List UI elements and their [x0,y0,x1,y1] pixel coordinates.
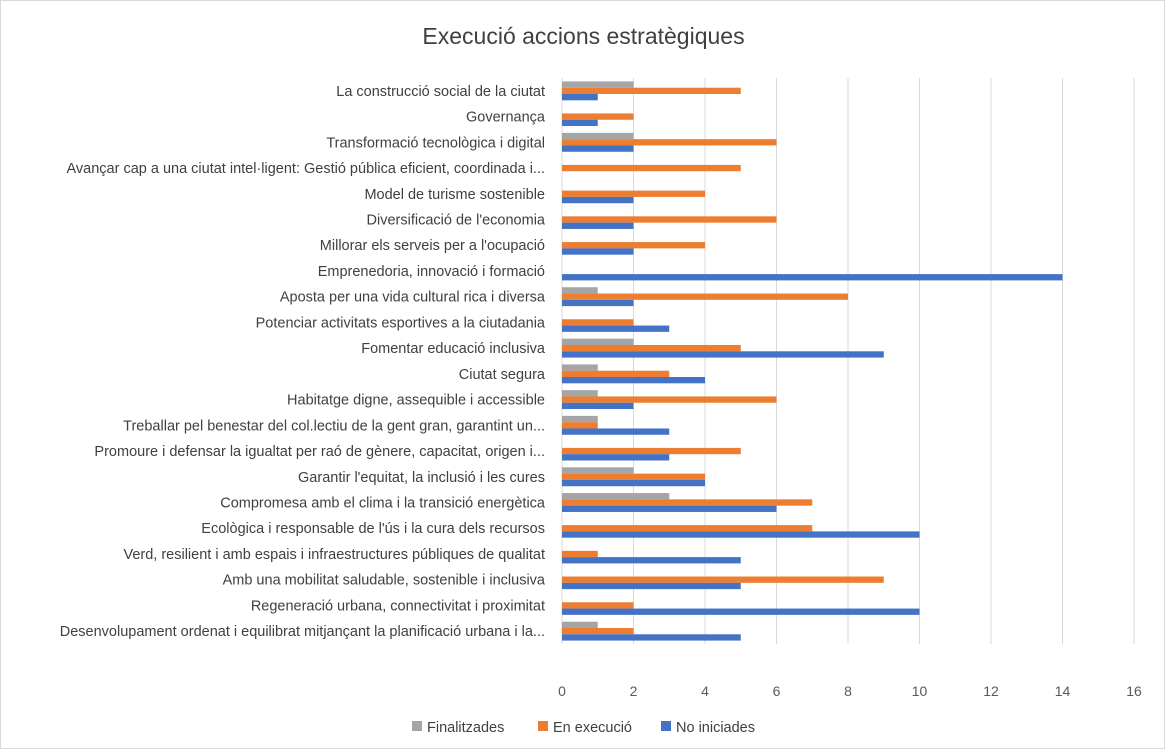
bar-en-execució [562,447,741,455]
bar-no-iniciades [562,634,741,641]
legend-swatch [412,721,422,731]
bar-en-execució [562,216,777,223]
bar-no-iniciades [562,196,634,204]
bar-en-execució [562,550,598,558]
bar-en-execució [562,164,741,172]
x-tick-label: 6 [773,683,781,699]
category-label: Governança [466,110,546,126]
x-tick-label: 4 [701,683,709,699]
category-label: Aposta per una vida cultural rica i dive… [280,290,546,306]
bar-en-execució [562,602,634,609]
bar-en-execució [562,87,741,95]
bar-no-iniciades [562,274,1063,281]
bar-no-iniciades [562,377,705,384]
x-tick-label: 12 [983,683,999,699]
category-label: Ecològica i responsable de l'ús i la cur… [201,521,545,537]
x-tick-labels: 0 2 4 6 8 10 12 14 16 [558,683,1142,699]
category-label: Regeneració urbana, connectivitat i prox… [251,598,545,614]
category-label: Emprenedoria, innovació i formació [318,264,545,280]
x-tick-label: 10 [912,683,928,699]
category-label: Potenciar activitats esportives a la ciu… [256,315,546,331]
bar-en-execució [562,422,598,429]
bar-en-execució [562,190,705,197]
bar-no-iniciades [562,94,598,101]
bar-finalitzades [562,287,598,294]
bar-finalitzades [562,132,634,140]
category-label: Garantir l'equitat, la inclusió i les cu… [298,470,545,486]
bar-finalitzades [562,81,634,88]
category-label: Model de turisme sostenible [364,187,545,203]
category-label: Compromesa amb el clima i la transició e… [220,496,546,512]
bars [562,81,1063,641]
category-label: Amb una mobilitat saludable, sostenible … [223,573,546,589]
x-tick-label: 8 [844,683,852,699]
bar-en-execució [562,576,884,583]
bar-finalitzades [562,338,634,345]
bar-no-iniciades [562,325,670,332]
bar-no-iniciades [562,428,670,435]
bar-no-iniciades [562,402,634,410]
legend-label: No iniciades [676,720,755,736]
legend-swatch [538,721,548,731]
bar-en-execució [562,344,741,352]
bar-finalitzades [562,493,670,500]
bar-no-iniciades [562,248,634,255]
bar-no-iniciades [562,454,670,461]
x-tick-label: 0 [558,683,566,699]
bar-en-execució [562,293,848,300]
bar-en-execució [562,525,813,532]
category-label: Habitatge digne, assequible i accessible [287,393,545,409]
category-label: Avançar cap a una ciutat intel·ligent: G… [66,161,545,177]
bar-no-iniciades [562,608,920,615]
category-labels: La construcció social de la ciutat Govern… [60,84,546,640]
category-label: Desenvolupament ordenat i equilibrat mit… [60,624,545,640]
gridlines [561,78,1135,644]
bar-no-iniciades [562,299,634,307]
bar-en-execució [562,499,813,506]
legend-label: Finalitzades [427,720,504,736]
legend-label: En execució [553,720,632,736]
bar-no-iniciades [562,582,741,590]
bar-finalitzades [562,415,598,423]
bar-en-execució [562,319,634,326]
category-label: Treballar pel benestar del col.lectiu de… [123,418,545,434]
bar-en-execució [562,139,777,146]
bar-no-iniciades [562,145,634,152]
category-label: Transformació tecnològica i digital [326,135,545,151]
bar-en-execució [562,113,634,120]
bar-no-iniciades [562,531,920,538]
bar-finalitzades [562,467,634,474]
bar-no-iniciades [562,479,705,487]
category-label: Millorar els serveis per a l'ocupació [320,238,545,254]
bar-no-iniciades [562,351,884,358]
bar-en-execució [562,627,634,635]
bar-en-execució [562,473,705,480]
x-tick-label: 16 [1126,683,1142,699]
bar-en-execució [562,242,705,249]
bar-no-iniciades [562,557,741,564]
bar-en-execució [562,370,670,378]
bar-no-iniciades [562,222,634,229]
category-label: Verd, resilient i amb espais i infraestr… [123,547,545,563]
category-label: Fomentar educació inclusiva [361,341,546,357]
category-label: Diversificació de l'economia [367,213,546,229]
bar-en-execució [562,396,777,403]
x-tick-label: 2 [630,683,638,699]
bar-finalitzades [562,621,598,628]
bar-no-iniciades [562,119,598,127]
bar-finalitzades [562,364,598,371]
legend: Finalitzades En execució No iniciades [412,720,755,736]
x-tick-label: 14 [1055,683,1071,699]
category-label: Promoure i defensar la igualtat per raó … [94,444,545,460]
category-label: Ciutat segura [459,367,546,383]
legend-swatch [661,721,671,731]
category-label: La construcció social de la ciutat [336,84,545,100]
bar-no-iniciades [562,505,777,512]
chart-title: Execució accions estratègiques [422,23,745,49]
bar-finalitzades [562,390,598,397]
